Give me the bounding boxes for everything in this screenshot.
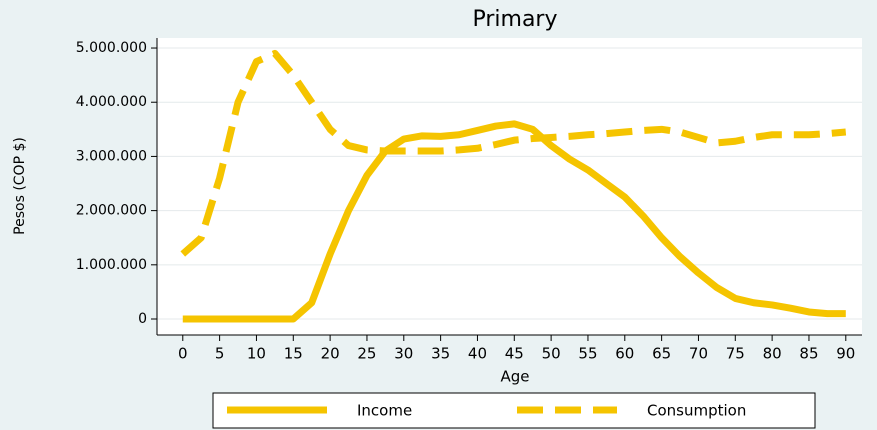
x-tick-label: 45 <box>505 345 524 363</box>
x-tick-label: 15 <box>284 345 303 363</box>
x-axis-label: Age <box>500 368 529 386</box>
y-tick-label: 3.000.000 <box>76 148 147 164</box>
x-tick-label: 70 <box>689 345 708 363</box>
x-tick-label: 65 <box>652 345 671 363</box>
x-tick-label: 30 <box>394 345 413 363</box>
x-tick-label: 75 <box>726 345 745 363</box>
y-axis-label: Pesos (COP $) <box>12 137 28 235</box>
x-tick-label: 50 <box>542 345 561 363</box>
y-tick-label: 4.000.000 <box>76 94 147 110</box>
legend-label: Consumption <box>647 402 746 420</box>
x-tick-label: 25 <box>357 345 376 363</box>
x-tick-label: 40 <box>468 345 487 363</box>
x-tick-label: 85 <box>799 345 818 363</box>
x-tick-label: 90 <box>836 345 855 363</box>
y-tick-label: 2.000.000 <box>76 203 147 219</box>
y-tick-label: 0 <box>138 311 147 327</box>
x-tick-label: 5 <box>215 345 225 363</box>
x-tick-label: 60 <box>615 345 634 363</box>
x-tick-label: 35 <box>431 345 450 363</box>
x-tick-label: 80 <box>763 345 782 363</box>
line-series <box>182 120 846 323</box>
x-tick-label: 0 <box>178 345 188 363</box>
x-tick-label: 55 <box>578 345 597 363</box>
plot-area <box>157 38 862 335</box>
x-tick-label: 10 <box>247 345 266 363</box>
chart-title: Primary <box>472 7 557 32</box>
legend-label: Income <box>357 402 412 420</box>
y-tick-label: 5.000.000 <box>76 40 147 56</box>
line-series <box>180 49 847 257</box>
x-tick-label: 20 <box>321 345 340 363</box>
y-tick-label: 1.000.000 <box>76 257 147 273</box>
